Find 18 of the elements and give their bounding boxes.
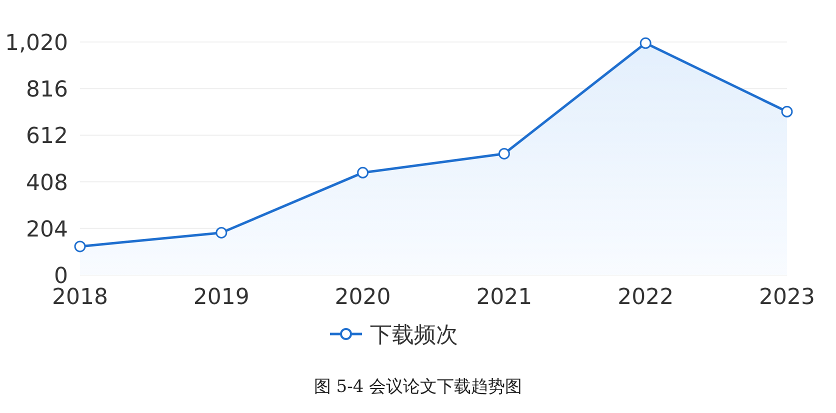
y-tick-label: 612 — [26, 124, 68, 150]
legend-label: 下载频次 — [370, 323, 458, 348]
point — [781, 106, 793, 118]
x-tick-label: 2022 — [618, 285, 674, 310]
point — [498, 148, 510, 160]
x-tick-label: 2019 — [193, 285, 250, 310]
point — [216, 226, 228, 238]
point — [357, 166, 369, 178]
x-tick-label: 2021 — [476, 285, 532, 310]
y-tick-label: 408 — [26, 170, 68, 196]
point — [640, 37, 652, 49]
y-tick-label: 204 — [26, 217, 68, 242]
x-tick-label: 2020 — [334, 285, 391, 310]
text: 图 5-4 会议论文下载趋势图 — [314, 377, 522, 397]
point — [74, 240, 86, 252]
x-tick-label: 2023 — [759, 285, 815, 310]
y-tick-label: 1,020 — [5, 31, 68, 56]
y-tick-label: 816 — [26, 78, 68, 103]
